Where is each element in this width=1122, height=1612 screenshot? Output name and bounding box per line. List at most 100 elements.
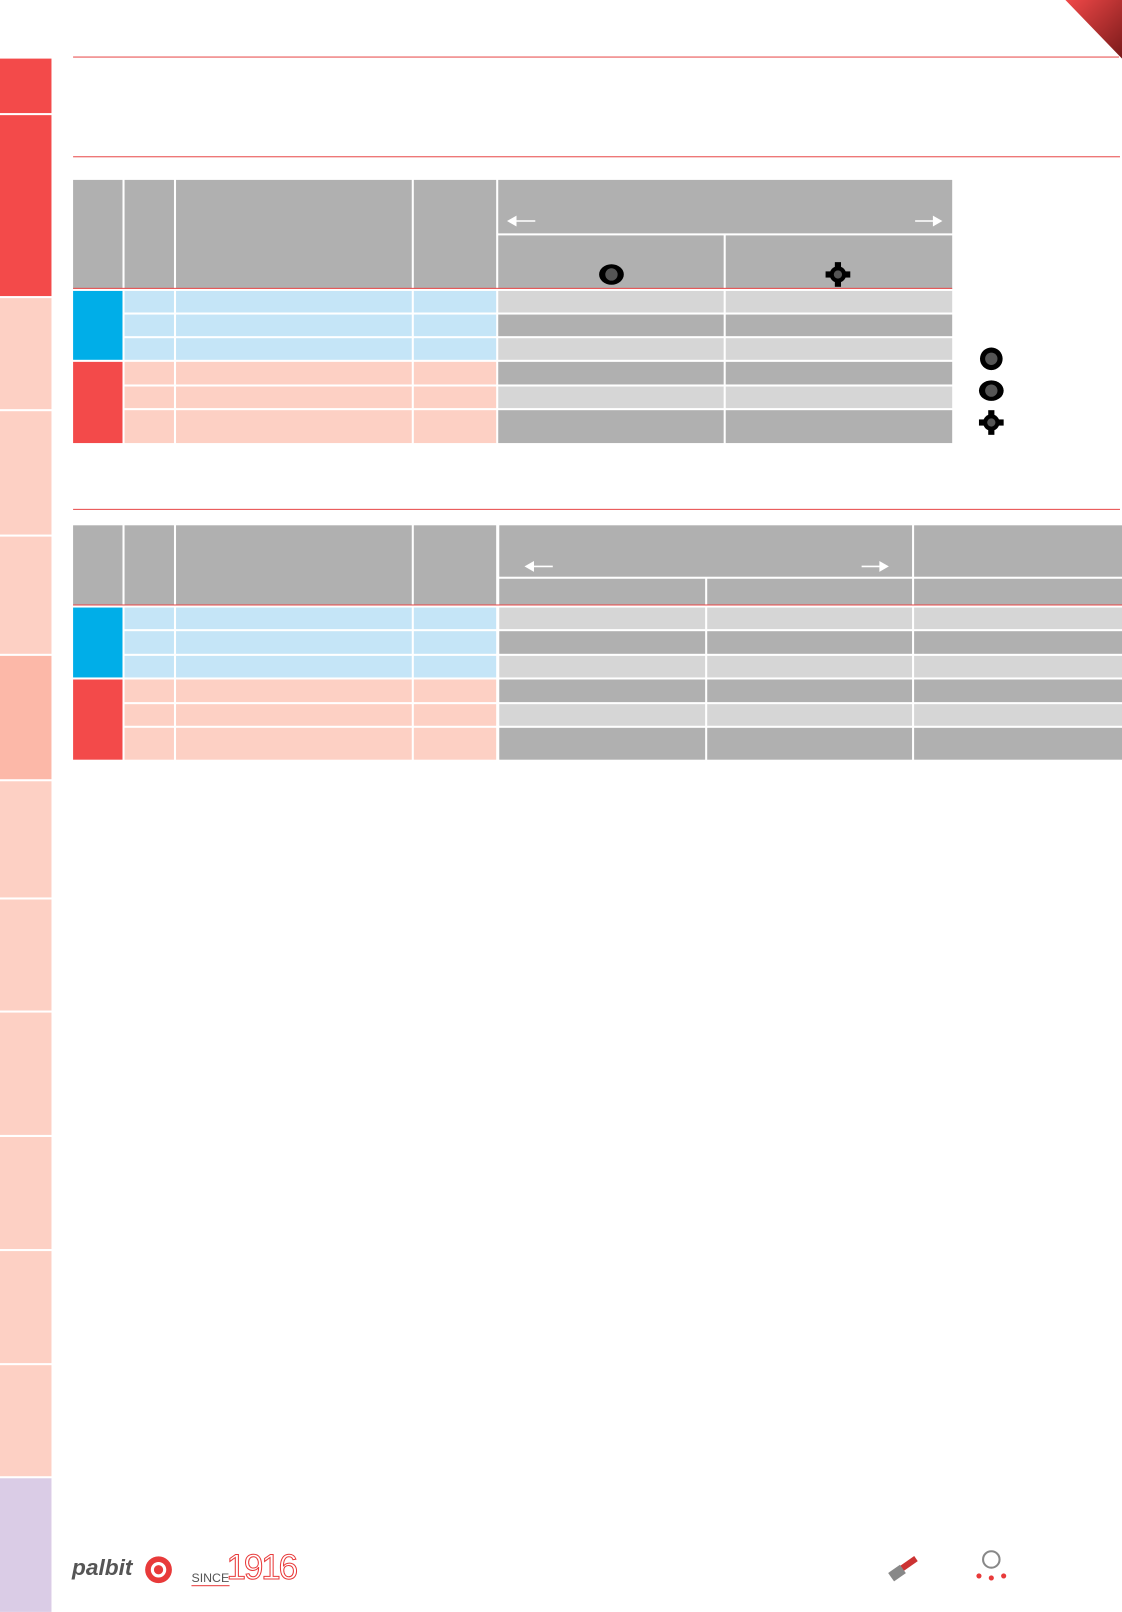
cell — [413, 727, 497, 760]
cell — [413, 386, 497, 409]
cell — [725, 338, 953, 360]
cell — [176, 727, 412, 760]
header-cell — [413, 179, 497, 289]
header-cell — [413, 525, 497, 606]
header-cell — [176, 525, 412, 606]
header-cell — [914, 578, 1122, 606]
cell — [498, 338, 724, 360]
cell — [725, 361, 953, 385]
corner-tab — [1065, 0, 1122, 59]
cell — [707, 704, 913, 726]
cell — [498, 314, 724, 337]
cell — [413, 314, 497, 337]
brand: palbit — [72, 1554, 133, 1581]
cell — [124, 704, 174, 726]
cell — [124, 290, 174, 313]
icon-tool — [888, 1556, 918, 1582]
cell — [499, 704, 706, 726]
cell — [725, 290, 953, 313]
cell — [413, 338, 497, 360]
cell — [124, 410, 174, 444]
header-cell — [124, 179, 174, 289]
cell — [176, 679, 412, 703]
cell — [914, 655, 1122, 678]
cell — [498, 410, 724, 444]
cell — [176, 631, 412, 654]
cell — [914, 727, 1122, 760]
cell — [725, 410, 953, 444]
cell — [124, 314, 174, 337]
cell — [176, 655, 412, 678]
header-cell — [914, 525, 1122, 577]
header-cell — [124, 525, 174, 606]
cell — [499, 631, 706, 654]
header-cell — [707, 578, 913, 606]
header-rule — [73, 604, 1122, 606]
side-tab — [0, 411, 52, 535]
cell — [124, 655, 174, 678]
side-tab — [0, 655, 52, 780]
rule — [73, 56, 1119, 58]
side-tab — [0, 298, 52, 410]
cell — [707, 679, 913, 703]
side-tab — [0, 1251, 52, 1364]
year: 1916 — [226, 1548, 299, 1588]
header-cell — [73, 525, 123, 606]
cell — [124, 361, 174, 385]
side-tab — [0, 899, 52, 1011]
cell — [707, 655, 913, 678]
side-tab — [0, 1478, 52, 1612]
cell — [413, 607, 497, 630]
cell — [124, 679, 174, 703]
cell — [725, 386, 953, 409]
cell — [176, 338, 412, 360]
cell — [413, 361, 497, 385]
cell — [176, 386, 412, 409]
header-cell — [73, 179, 123, 289]
header-cell — [499, 525, 913, 577]
cell — [176, 607, 412, 630]
side-tab — [0, 536, 52, 654]
cell — [498, 290, 724, 313]
cell — [914, 631, 1122, 654]
group-cell — [73, 361, 123, 444]
cell — [707, 607, 913, 630]
cell — [124, 386, 174, 409]
side-tab — [0, 58, 52, 114]
cell — [413, 631, 497, 654]
icon-network — [976, 1550, 1007, 1581]
cell — [725, 314, 953, 337]
cell — [914, 607, 1122, 630]
header-cell — [176, 179, 412, 289]
cell — [124, 631, 174, 654]
cell — [498, 361, 724, 385]
cell — [176, 290, 412, 313]
side-tab — [0, 781, 52, 898]
cell — [498, 386, 724, 409]
cell — [499, 727, 706, 760]
side-tab — [0, 1365, 52, 1477]
header-rule — [73, 287, 953, 289]
cell — [707, 727, 913, 760]
cell — [124, 607, 174, 630]
side-tab — [0, 1012, 52, 1135]
brand-logo — [145, 1556, 172, 1584]
cell — [413, 410, 497, 444]
cell — [413, 290, 497, 313]
cell — [176, 410, 412, 444]
header-cell — [498, 179, 953, 234]
rule — [73, 508, 1120, 510]
cell — [914, 704, 1122, 726]
cell — [176, 361, 412, 385]
cell — [499, 655, 706, 678]
cell — [413, 679, 497, 703]
cell — [707, 631, 913, 654]
cell — [124, 338, 174, 360]
header-icons — [506, 215, 943, 287]
group-cell — [73, 607, 123, 678]
cell — [124, 727, 174, 760]
cell — [176, 704, 412, 726]
group-cell — [73, 290, 123, 360]
cell — [499, 607, 706, 630]
